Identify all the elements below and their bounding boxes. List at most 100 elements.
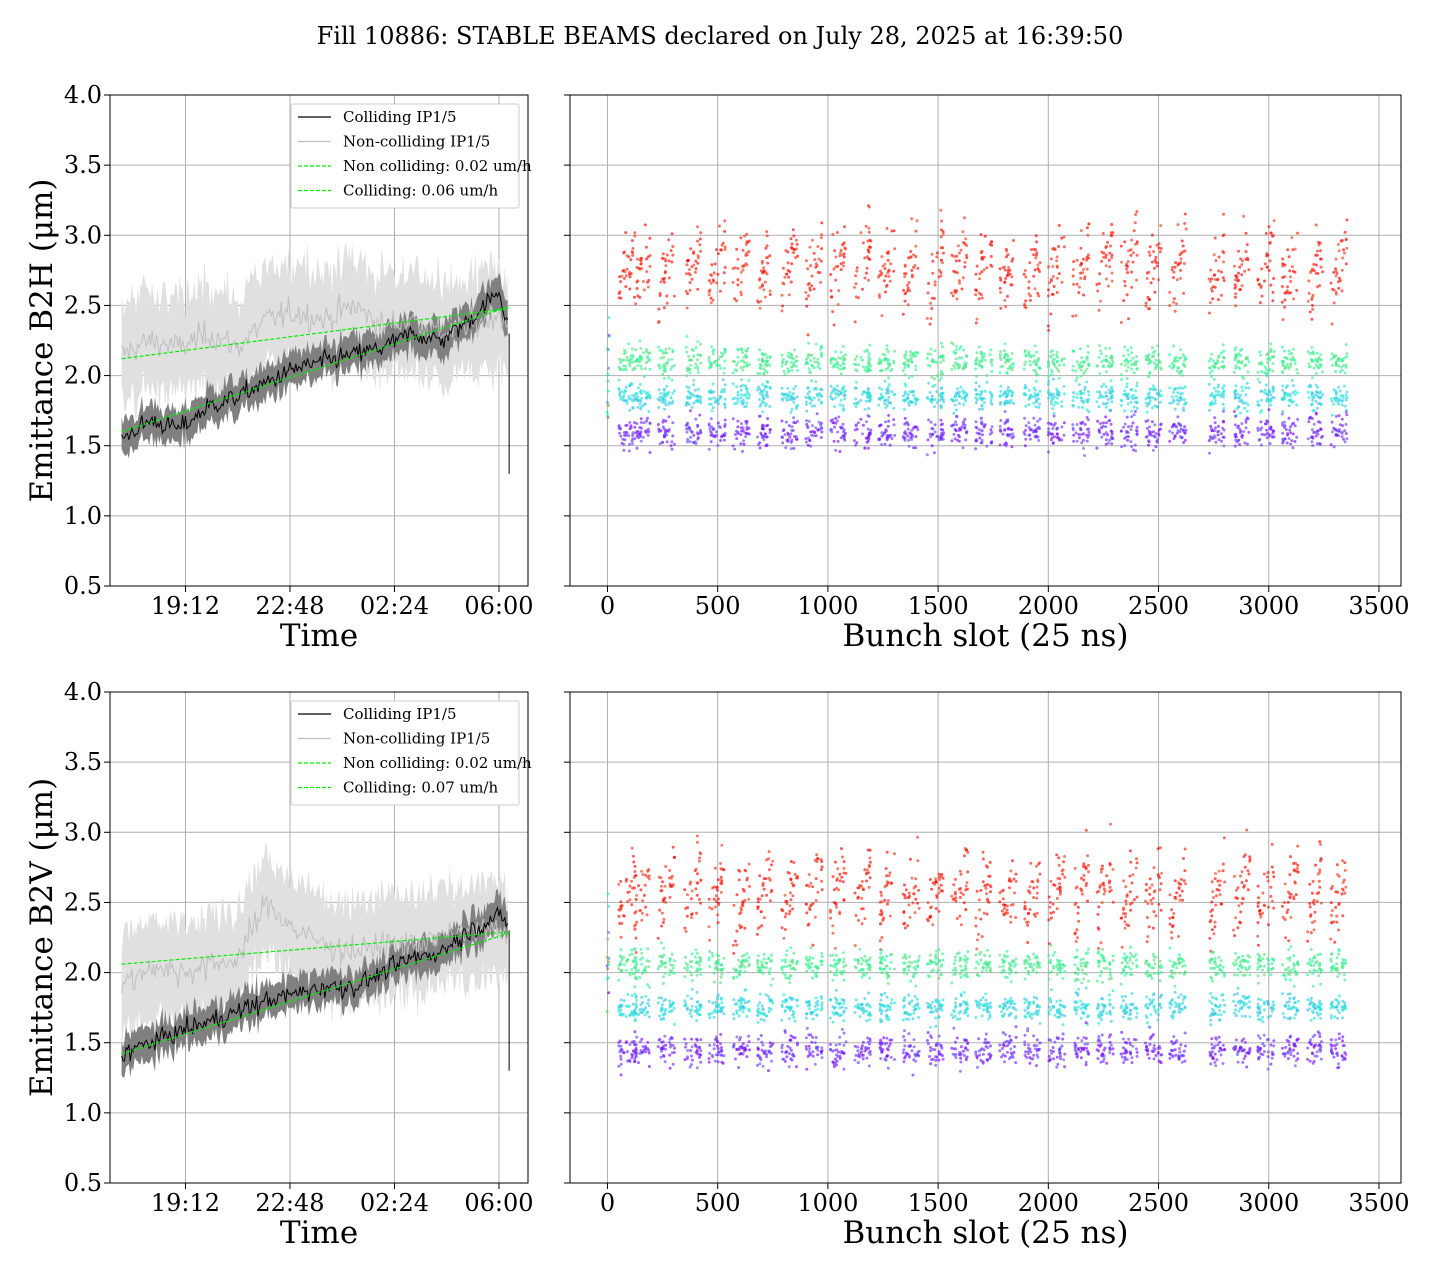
data-point [955,254,958,258]
data-point [1266,420,1270,424]
data-point [628,362,632,366]
data-point [965,253,968,257]
data-point [812,251,816,255]
colliding-fit-line [121,306,510,433]
data-point [1083,275,1087,279]
data-point [1222,409,1225,413]
data-point [914,354,918,358]
data-point [956,438,960,442]
data-point [1258,350,1262,354]
data-point [1332,427,1336,431]
data-point [741,383,745,387]
data-point [783,433,787,437]
data-point [744,419,748,423]
data-point [1051,361,1055,364]
data-point [634,1055,638,1058]
data-point [670,401,674,405]
data-point [1256,377,1260,381]
data-point [1153,290,1157,294]
data-point [708,427,712,431]
data-point [1344,398,1348,402]
data-point [695,872,699,876]
data-point [739,911,743,915]
data-point [1130,409,1134,413]
data-point [709,301,713,305]
data-point [738,869,742,873]
data-point [630,439,634,443]
data-point [925,396,929,399]
data-point [1120,378,1124,381]
data-point [1217,438,1221,442]
data-point [735,929,739,933]
data-point [1220,351,1223,355]
data-point [815,264,819,268]
data-point [810,379,814,383]
data-point [1123,240,1127,244]
data-point [1307,365,1311,369]
data-point [640,918,644,922]
data-point [736,267,740,270]
data-point [1135,406,1139,410]
data-point [716,272,720,276]
data-point [692,251,696,255]
data-point [739,293,743,297]
x-axis-label: Time [280,1215,358,1251]
data-point [903,422,907,426]
data-point [1337,414,1341,418]
data-point [732,951,736,955]
data-point [1049,423,1053,426]
data-point [625,1004,628,1008]
data-point [762,965,766,969]
data-point [1075,376,1079,380]
data-point [952,432,956,436]
data-point [617,914,621,918]
data-point [789,280,793,284]
data-point [619,1057,623,1061]
data-point [1214,440,1218,444]
data-point [988,432,992,436]
data-point [1102,432,1106,436]
data-point [1029,363,1032,367]
colliding-band [121,272,508,459]
data-point [942,358,945,362]
data-point [687,355,691,358]
data-point [1263,433,1266,437]
data-point [832,421,836,425]
data-point [1001,393,1005,397]
data-point [765,359,769,363]
data-point [1281,410,1285,413]
data-point [661,277,665,281]
data-point [713,1059,717,1063]
data-point [1292,297,1296,301]
data-point [669,963,673,967]
data-point [1028,261,1032,265]
data-point [661,1044,665,1048]
data-point [765,356,769,359]
data-point [634,302,638,306]
data-point [886,398,890,402]
data-point [785,398,789,402]
data-point [781,281,785,285]
data-point [786,354,790,358]
plot-area [121,241,510,474]
data-point [1005,371,1009,374]
data-point [1176,366,1180,370]
data-point [707,999,711,1003]
data-point [938,268,941,272]
data-point [1100,250,1104,254]
data-point [737,972,741,976]
data-point [685,423,689,427]
data-point [954,361,957,365]
data-point [1095,283,1099,286]
data-point [1033,423,1037,427]
data-point [739,908,743,912]
data-point [628,275,632,279]
y-tick-label: 4.0 [64,678,102,706]
data-point [661,252,665,256]
data-point [1290,265,1294,269]
data-point [786,431,790,435]
data-point [716,364,720,368]
data-point [794,384,798,388]
data-point [719,875,723,879]
data-point [768,431,772,434]
